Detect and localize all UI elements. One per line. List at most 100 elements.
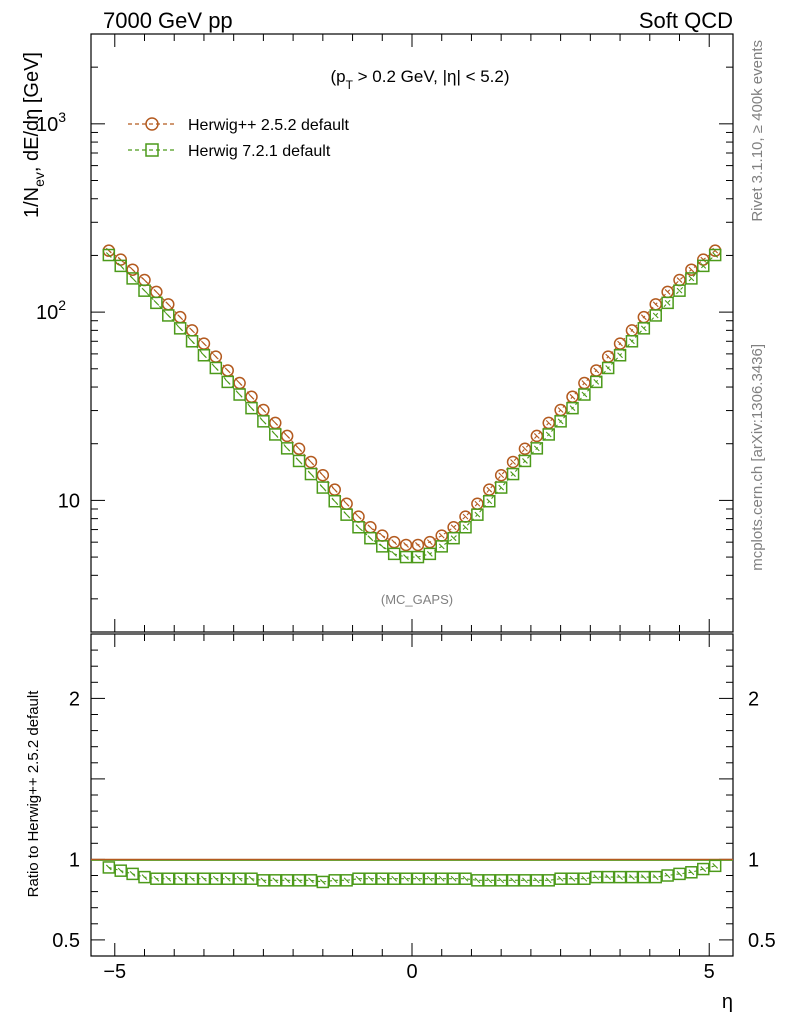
herwigpp-point-tick: [165, 301, 172, 308]
herwigpp-point-tick: [617, 340, 623, 347]
herwig7-ratio-point-tick: [212, 875, 219, 882]
herwigpp-point: [530, 429, 544, 443]
x-axis-label: η: [722, 991, 733, 1013]
legend-entry-herwig7: Herwig 7.2.1 default: [128, 143, 331, 160]
x-tick-label: −5: [103, 961, 126, 983]
herwig7-point-tick: [355, 524, 362, 531]
herwig7-point-tick: [272, 431, 279, 438]
herwig7-point: [245, 401, 258, 415]
herwig7-ratio-point-tick: [296, 877, 302, 884]
herwig7-point: [471, 508, 484, 521]
herwig7-ratio-point: [114, 864, 127, 877]
herwig7-point-tick: [284, 445, 291, 452]
herwig7-point-tick: [522, 458, 528, 464]
herwig7-point: [280, 442, 294, 455]
herwig7-point: [233, 388, 246, 401]
y-tick-label: 0.5: [52, 930, 80, 952]
herwig7-ratio-point-tick: [165, 875, 172, 882]
herwig7-ratio-point: [257, 874, 270, 887]
herwig7-point-tick: [129, 275, 136, 282]
herwigpp-point-tick: [224, 367, 231, 374]
legend-entry-herwigpp: Herwig++ 2.5.2 default: [128, 117, 350, 134]
y-tick-label: 2: [69, 688, 80, 710]
herwig7-point: [673, 284, 686, 297]
ratio-ylabel: Ratio to Herwig++ 2.5.2 default: [25, 690, 42, 898]
herwigpp-point-tick: [272, 420, 279, 426]
herwig7-ratio-point: [411, 872, 425, 885]
herwig7-point-tick: [557, 418, 564, 425]
herwig7-point-tick: [700, 263, 707, 269]
herwig7-point: [162, 309, 175, 322]
herwigpp-point-tick: [640, 314, 647, 321]
herwigpp-point-tick: [296, 445, 302, 452]
herwig7-ratio-point: [625, 870, 639, 884]
herwigpp-point: [126, 263, 139, 276]
herwig7-point: [625, 335, 639, 348]
herwig7-point-tick: [510, 471, 516, 477]
herwig7-ratio-point: [708, 859, 722, 873]
herwig7-point: [685, 272, 698, 285]
herwig7-ratio-point-tick: [438, 875, 445, 882]
herwigpp-point-tick: [189, 327, 195, 334]
herwig7-ratio-point-tick: [189, 875, 195, 882]
herwig7-ratio-point-tick: [486, 877, 493, 884]
herwig7-point-tick: [212, 365, 219, 371]
herwig7-ratio-point: [471, 874, 484, 887]
herwigpp-point-tick: [664, 289, 671, 295]
herwig7-point: [578, 388, 591, 401]
herwig7-ratio-point-tick: [105, 864, 112, 871]
herwig7-point-tick: [629, 338, 635, 345]
herwigpp-point-tick: [260, 407, 267, 413]
herwig7-ratio-point: [423, 872, 437, 885]
herwig7-point: [590, 375, 603, 389]
herwig7-point: [352, 521, 365, 534]
herwig7-ratio-point-tick: [640, 874, 647, 880]
y-tick-label: 10: [58, 490, 80, 512]
herwig7-ratio-point: [292, 874, 306, 887]
herwig7-ratio-point: [364, 872, 377, 885]
herwig7-ratio-point-tick: [367, 875, 374, 882]
herwig7-point: [387, 547, 401, 561]
herwigpp-point: [518, 442, 532, 456]
herwig7-point: [708, 248, 722, 262]
herwigpp-point-tick: [688, 266, 695, 273]
herwig7-point-tick: [450, 535, 457, 542]
herwig7-point: [613, 349, 627, 362]
herwig7-ratio-point: [126, 867, 139, 881]
ratio-panel: −5 0 5 0.5 0.5 1 1 2 2 Ratio to Herwig++ 2.5.2 d…: [25, 633, 776, 1013]
herwig7-ratio-point-tick: [415, 875, 421, 882]
herwig7-ratio-point: [399, 872, 413, 885]
herwigpp-point: [399, 538, 413, 552]
herwig7-ratio-point-tick: [510, 877, 516, 884]
herwigpp-point: [411, 538, 425, 552]
herwig7-point: [697, 259, 710, 273]
herwig7-ratio-point: [685, 866, 698, 879]
herwig7-point-tick: [533, 445, 540, 452]
herwig7-ratio-point: [245, 872, 258, 885]
herwig7-point: [114, 259, 127, 273]
herwig7-ratio-point: [506, 874, 520, 887]
herwig7-point-tick: [593, 379, 600, 385]
herwigpp-point-tick: [343, 500, 350, 507]
herwig7-ratio-point: [530, 874, 544, 887]
herwig7-ratio-point-tick: [617, 874, 623, 880]
herwig7-point: [649, 309, 662, 322]
herwig7-point: [364, 531, 377, 545]
herwig7-point-tick: [105, 252, 112, 258]
herwig7-ratio-point-tick: [676, 871, 683, 877]
main-ylabel: 1/Nev, dE/dη [GeV]: [21, 52, 47, 218]
y-tick-label-right: 0.5: [748, 930, 776, 952]
herwig7-ratio-point-tick: [391, 875, 398, 882]
herwigpp-point-tick: [391, 539, 398, 546]
herwig7-point-tick: [308, 471, 314, 477]
herwig7-point-tick: [581, 391, 588, 398]
herwig7-point-tick: [605, 365, 612, 371]
herwigpp-point-tick: [319, 472, 326, 479]
herwigpp-point-tick: [700, 256, 707, 263]
herwigpp-point-tick: [486, 486, 493, 493]
rivet-label: Rivet 3.1.10, ≥ 400k events: [749, 40, 766, 222]
herwigpp-point-tick: [177, 314, 184, 321]
herwig7-point-tick: [117, 263, 124, 269]
herwig7-ratio-point-tick: [533, 877, 540, 884]
